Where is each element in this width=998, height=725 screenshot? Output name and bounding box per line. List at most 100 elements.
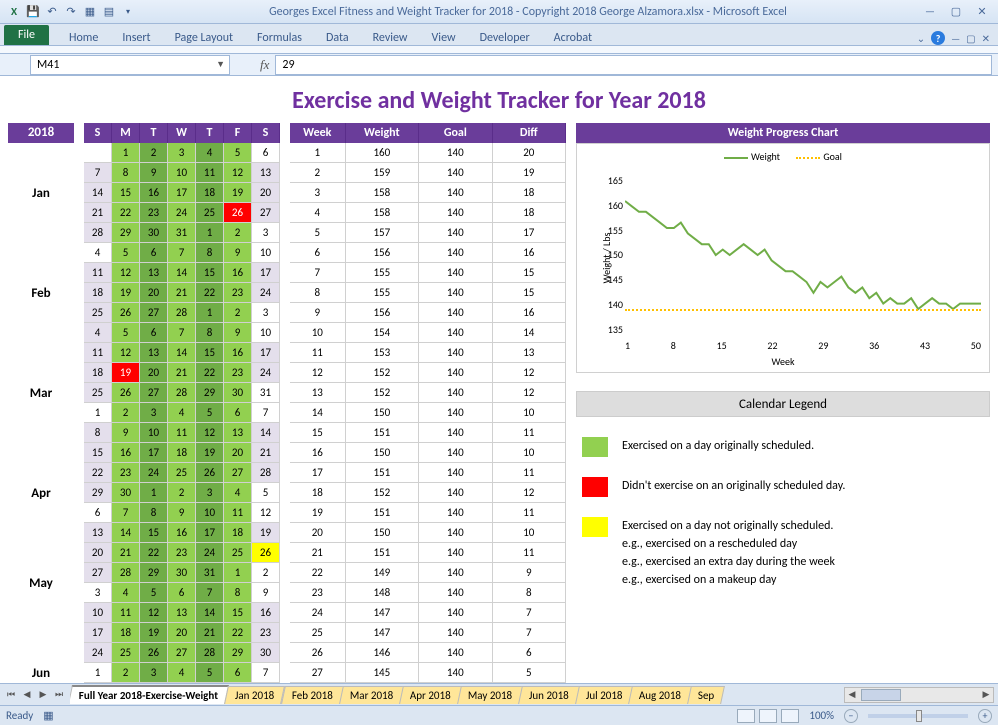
- table-cell[interactable]: 140: [419, 303, 492, 323]
- calendar-cell[interactable]: 7: [252, 663, 280, 683]
- table-cell[interactable]: 4: [290, 203, 346, 223]
- calendar-cell[interactable]: 5: [196, 403, 224, 423]
- table-cell[interactable]: 160: [346, 143, 419, 163]
- calendar-cell[interactable]: 20: [140, 363, 168, 383]
- calendar-cell[interactable]: 22: [196, 363, 224, 383]
- calendar-cell[interactable]: 6: [140, 323, 168, 343]
- table-cell[interactable]: 156: [346, 303, 419, 323]
- calendar-cell[interactable]: 21: [168, 363, 196, 383]
- calendar-cell[interactable]: 4: [224, 483, 252, 503]
- file-tab[interactable]: File: [4, 25, 49, 45]
- calendar-cell[interactable]: 6: [252, 143, 280, 163]
- tab-next-icon[interactable]: ▶: [36, 687, 50, 703]
- calendar-cell[interactable]: 2: [168, 483, 196, 503]
- calendar-cell[interactable]: 10: [140, 423, 168, 443]
- table-cell[interactable]: 147: [346, 603, 419, 623]
- table-cell[interactable]: 140: [419, 243, 492, 263]
- ribbon-tab[interactable]: Insert: [110, 28, 162, 48]
- qat-icon[interactable]: ▤: [101, 4, 117, 20]
- table-cell[interactable]: 140: [419, 183, 492, 203]
- horizontal-scrollbar[interactable]: ◀ ▶: [844, 687, 994, 703]
- calendar-cell[interactable]: 11: [84, 263, 112, 283]
- page-layout-view-icon[interactable]: [759, 709, 777, 723]
- qat-icon[interactable]: ▦: [82, 4, 98, 20]
- ribbon-tab[interactable]: Data: [314, 28, 361, 48]
- help-icon[interactable]: ?: [931, 31, 945, 45]
- table-cell[interactable]: 140: [419, 323, 492, 343]
- calendar-cell[interactable]: 10: [84, 603, 112, 623]
- calendar-cell[interactable]: 25: [112, 643, 140, 663]
- calendar-cell[interactable]: 28: [168, 383, 196, 403]
- table-cell[interactable]: 5: [493, 663, 566, 683]
- sheet-tab[interactable]: Jul 2018: [575, 686, 633, 704]
- calendar-cell[interactable]: 12: [140, 603, 168, 623]
- calendar-cell[interactable]: 4: [112, 583, 140, 603]
- ribbon-tab[interactable]: Review: [361, 28, 420, 48]
- table-cell[interactable]: 155: [346, 263, 419, 283]
- calendar-cell[interactable]: 2: [252, 563, 280, 583]
- calendar-cell[interactable]: 10: [252, 243, 280, 263]
- table-cell[interactable]: 3: [290, 183, 346, 203]
- calendar-cell[interactable]: 6: [168, 583, 196, 603]
- sheet-tab[interactable]: Apr 2018: [399, 686, 462, 704]
- calendar-cell[interactable]: 27: [252, 203, 280, 223]
- calendar-cell[interactable]: 19: [112, 283, 140, 303]
- calendar-cell[interactable]: 16: [224, 263, 252, 283]
- table-cell[interactable]: 140: [419, 283, 492, 303]
- table-cell[interactable]: 9: [493, 563, 566, 583]
- table-cell[interactable]: 12: [493, 363, 566, 383]
- calendar-cell[interactable]: 5: [112, 323, 140, 343]
- calendar-cell[interactable]: 6: [224, 663, 252, 683]
- calendar-cell[interactable]: 20: [84, 543, 112, 563]
- table-cell[interactable]: 158: [346, 203, 419, 223]
- calendar-cell[interactable]: 26: [252, 543, 280, 563]
- table-cell[interactable]: 140: [419, 343, 492, 363]
- calendar-cell[interactable]: 30: [112, 483, 140, 503]
- calendar-cell[interactable]: 26: [196, 463, 224, 483]
- calendar-cell[interactable]: 15: [196, 343, 224, 363]
- calendar-cell[interactable]: 19: [112, 363, 140, 383]
- calendar-cell[interactable]: 16: [140, 183, 168, 203]
- table-cell[interactable]: 10: [493, 403, 566, 423]
- calendar-cell[interactable]: 3: [196, 483, 224, 503]
- scroll-thumb[interactable]: [861, 689, 901, 701]
- calendar-cell[interactable]: 29: [140, 563, 168, 583]
- table-cell[interactable]: 2: [290, 163, 346, 183]
- calendar-cell[interactable]: 13: [140, 263, 168, 283]
- calendar-cell[interactable]: 23: [224, 283, 252, 303]
- table-cell[interactable]: 11: [493, 503, 566, 523]
- calendar-cell[interactable]: 4: [168, 403, 196, 423]
- table-cell[interactable]: 6: [493, 643, 566, 663]
- table-cell[interactable]: 11: [493, 543, 566, 563]
- calendar-cell[interactable]: 2: [112, 403, 140, 423]
- table-cell[interactable]: 20: [290, 523, 346, 543]
- sheet-tab[interactable]: May 2018: [457, 686, 523, 704]
- table-cell[interactable]: 154: [346, 323, 419, 343]
- calendar-cell[interactable]: 26: [224, 203, 252, 223]
- calendar-cell[interactable]: 9: [252, 583, 280, 603]
- calendar-cell[interactable]: 11: [224, 503, 252, 523]
- table-cell[interactable]: 18: [493, 203, 566, 223]
- table-cell[interactable]: 16: [290, 443, 346, 463]
- zoom-thumb[interactable]: [916, 710, 922, 722]
- calendar-cell[interactable]: 27: [140, 383, 168, 403]
- calendar-cell[interactable]: 3: [252, 303, 280, 323]
- zoom-in-icon[interactable]: +: [978, 709, 992, 723]
- calendar-cell[interactable]: 17: [140, 443, 168, 463]
- table-cell[interactable]: 140: [419, 363, 492, 383]
- calendar-cell[interactable]: 20: [140, 283, 168, 303]
- table-cell[interactable]: 24: [290, 603, 346, 623]
- table-cell[interactable]: 11: [493, 423, 566, 443]
- calendar-cell[interactable]: 1: [196, 223, 224, 243]
- calendar-cell[interactable]: 29: [224, 643, 252, 663]
- calendar-cell[interactable]: 5: [112, 243, 140, 263]
- calendar-cell[interactable]: 9: [224, 323, 252, 343]
- table-cell[interactable]: 1: [290, 143, 346, 163]
- calendar-cell[interactable]: 7: [196, 583, 224, 603]
- tab-first-icon[interactable]: ⏮: [4, 687, 18, 703]
- calendar-cell[interactable]: 28: [252, 463, 280, 483]
- calendar-cell[interactable]: 7: [84, 163, 112, 183]
- calendar-cell[interactable]: 11: [168, 423, 196, 443]
- calendar-cell[interactable]: 18: [84, 283, 112, 303]
- name-box[interactable]: M41 ▼: [30, 55, 230, 75]
